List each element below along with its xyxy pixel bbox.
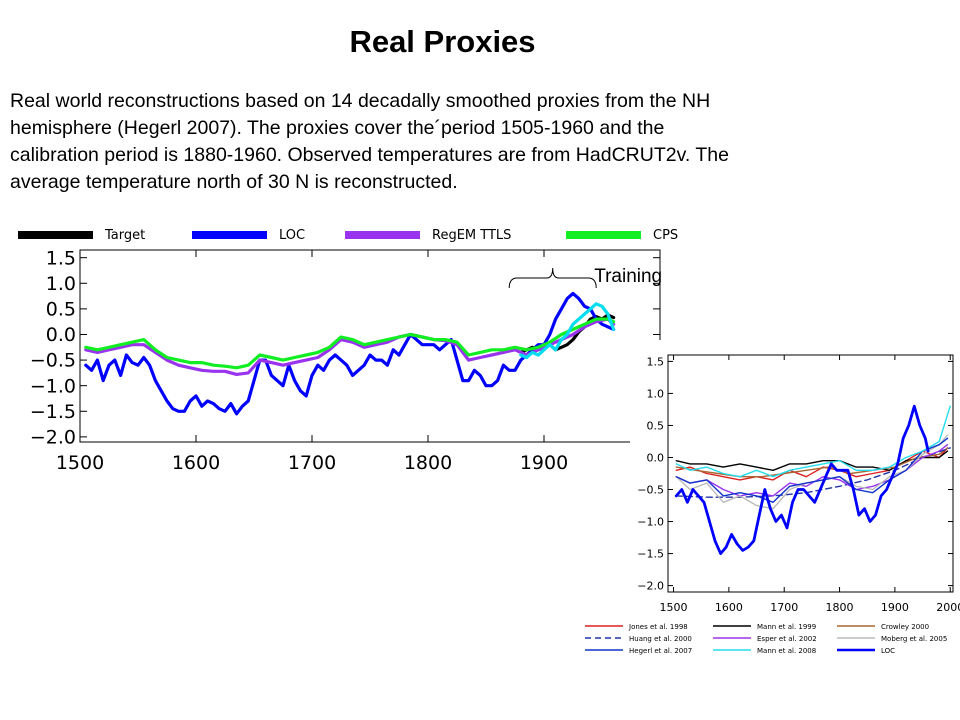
description-line: Real world reconstructions based on 14 d… [10, 90, 711, 112]
series-line-hegerl-et-al-2007 [675, 437, 949, 504]
description-line: average temperature north of 30 N is rec… [10, 171, 458, 193]
series-line-jones-et-al-1998 [675, 447, 949, 481]
y-tick-label: 1.0 [647, 387, 665, 400]
training-annotation: Training [594, 266, 662, 287]
x-tick-label: 1900 [881, 601, 909, 614]
series-line-loc [674, 404, 930, 556]
series-line-mann-et-al-1999 [675, 450, 949, 472]
description-text: Real world reconstructions based on 14 d… [10, 88, 940, 196]
x-tick-label: 1500 [660, 601, 688, 614]
y-tick-label: −0.5 [30, 350, 76, 372]
legend-label-jones-et-al-1998: Jones et al. 1998 [628, 623, 688, 631]
description-line: hemisphere (Hegerl 2007). The proxies co… [10, 117, 665, 139]
x-tick-label: 1800 [404, 452, 452, 474]
y-tick-label: −2.0 [30, 427, 76, 449]
y-tick-label: −1.0 [30, 375, 76, 397]
legend-label-moberg-et-al-2005: Moberg et al. 2005 [881, 635, 947, 643]
training-brace [508, 267, 597, 289]
legend-label-loc: LOC [881, 647, 895, 655]
y-tick-label: 0.0 [647, 451, 665, 464]
x-tick-label: 1500 [56, 452, 104, 474]
legend-label-cps: CPS [653, 228, 678, 243]
x-tick-label: 1600 [715, 601, 743, 614]
y-tick-label: −0.5 [637, 483, 664, 496]
y-tick-label: −1.5 [30, 401, 76, 423]
series-line-cps [84, 317, 616, 370]
legend-swatch-target [18, 231, 93, 239]
x-tick-label: 1700 [288, 452, 336, 474]
y-tick-label: 1.5 [46, 247, 76, 269]
y-tick-label: −1.5 [637, 547, 664, 560]
description-line: calibration period is 1880-1960. Observe… [10, 144, 729, 166]
plot-frame [667, 354, 954, 593]
legend-label-esper-et-al-2002: Esper et al. 2002 [757, 635, 817, 643]
page-title: Real Proxies [349, 24, 536, 59]
x-tick-label: 1900 [520, 452, 568, 474]
legend-label-regem-ttls: RegEM TTLS [432, 228, 511, 243]
x-tick-label: 1600 [172, 452, 220, 474]
y-tick-label: 1.5 [647, 355, 665, 368]
legend-label-mann-et-al-1999: Mann et al. 1999 [757, 623, 816, 631]
legend-label-target: Target [104, 228, 145, 243]
y-tick-label: 0.0 [46, 324, 76, 346]
series-line-mann-et-al-2008 [675, 405, 951, 478]
legend-swatch-cps [566, 231, 641, 239]
reconstruction-chart: 1.5 1.0 0.5 0.0 −0.5 −1.0 −1.5 −2.0 1500 1600 1700… [18, 228, 684, 474]
x-tick-label: 1800 [826, 601, 854, 614]
chart-background [630, 340, 960, 662]
legend-label-huang-et-al-2000: Huang et al. 2000 [629, 635, 692, 643]
y-tick-label: 0.5 [46, 299, 76, 321]
series-line-crowley-2000 [675, 447, 949, 478]
legend-label-mann-et-al-2008: Mann et al. 2008 [757, 647, 816, 655]
legend-label-loc: LOC [279, 228, 305, 243]
y-tick-label: 1.0 [46, 273, 76, 295]
legend-swatch-loc [192, 231, 267, 239]
y-tick-label: 0.5 [647, 419, 665, 432]
y-tick-label: −2.0 [637, 579, 664, 592]
legend-label-crowley-2000: Crowley 2000 [881, 623, 929, 631]
series-line-unlabelled [519, 302, 616, 360]
y-tick-label: −1.0 [637, 515, 664, 528]
x-tick-label: 2000 [936, 601, 960, 614]
x-tick-label: 1700 [770, 601, 798, 614]
legend-swatch-regem-ttls [345, 231, 420, 239]
comparison-chart: 1.5 1.0 0.5 0.0 −0.5 −1.0 −1.5 −2.0 1500 1600 1700… [585, 340, 960, 662]
legend-label-hegerl-et-al-2007: Hegerl et al. 2007 [629, 647, 692, 655]
